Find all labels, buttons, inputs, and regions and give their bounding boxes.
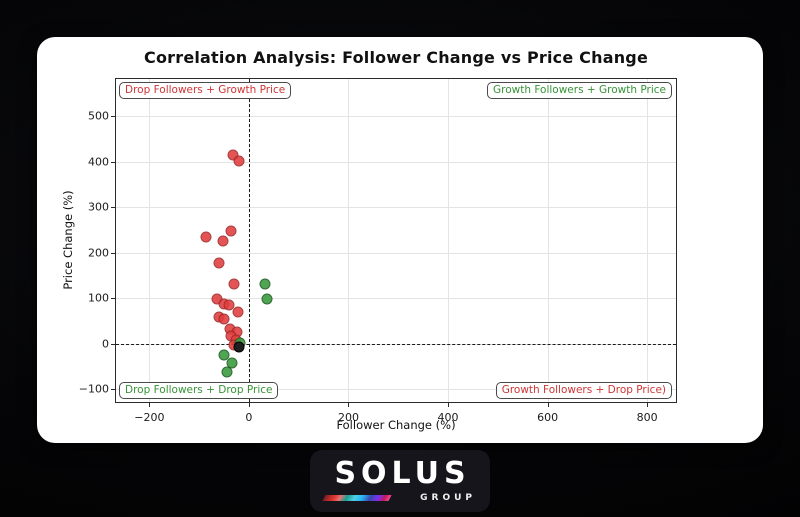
scatter-point <box>232 306 244 318</box>
gridline <box>116 298 676 300</box>
y-tick-label: −100 <box>78 382 109 396</box>
y-tick <box>111 389 115 391</box>
scatter-point <box>218 313 230 325</box>
gridline <box>116 115 676 117</box>
x-tick-label: 400 <box>437 411 459 424</box>
scatter-point <box>217 235 229 247</box>
logo: SOLUS GROUP <box>310 450 490 512</box>
y-tick <box>111 252 115 254</box>
y-tick-label: 400 <box>88 155 109 168</box>
chart-card: Correlation Analysis: Follower Change vs… <box>37 37 763 443</box>
quadrant-label-bottom-left: Drop Followers + Drop Price <box>119 382 279 399</box>
x-tick-label: 800 <box>636 411 658 424</box>
x-tick <box>448 403 450 407</box>
scatter-point <box>233 341 245 353</box>
y-tick <box>111 343 115 345</box>
y-axis-label: Price Change (%) <box>61 190 75 290</box>
logo-brand-text: SOLUS <box>334 456 471 491</box>
gridline <box>348 79 350 402</box>
gridline <box>647 79 649 402</box>
quadrant-label-top-right: Growth Followers + Growth Price <box>487 82 672 99</box>
x-tick-label: 200 <box>337 411 359 424</box>
gridline <box>116 161 676 163</box>
zero-y-refline <box>116 343 676 345</box>
gridline <box>116 389 676 391</box>
y-tick-label: 0 <box>102 337 109 351</box>
scatter-point <box>200 231 212 243</box>
gridline <box>149 79 151 402</box>
zero-x-refline <box>248 79 250 402</box>
chart-title: Correlation Analysis: Follower Change vs… <box>144 48 648 67</box>
y-tick <box>111 207 115 209</box>
scatter-point <box>225 225 237 237</box>
y-tick-label: 300 <box>88 200 109 214</box>
gridline <box>448 79 450 402</box>
scatter-point <box>213 257 225 269</box>
x-tick <box>647 403 649 407</box>
x-axis-label: Follower Change (%) <box>336 418 456 432</box>
scatter-point <box>228 278 240 290</box>
logo-group-text: GROUP <box>420 493 476 503</box>
gridline <box>116 207 676 209</box>
quadrant-label-bottom-right: Growth Followers + Drop Price) <box>495 382 672 399</box>
x-tick <box>248 403 250 407</box>
y-tick <box>111 298 115 300</box>
gridline <box>116 252 676 254</box>
x-tick <box>348 403 350 407</box>
scatter-point <box>259 278 271 290</box>
x-tick <box>149 403 151 407</box>
x-tick-label: 600 <box>537 411 559 424</box>
y-tick-label: 100 <box>88 291 109 305</box>
logo-panel <box>310 450 490 512</box>
x-tick-label: −200 <box>134 411 165 424</box>
y-tick-label: 500 <box>88 109 109 123</box>
scatter-point <box>233 155 245 167</box>
scatter-point <box>221 366 232 378</box>
y-tick-label: 200 <box>88 246 109 260</box>
scatter-point <box>226 357 238 369</box>
gridline <box>547 79 549 402</box>
plot-area: Drop Followers + Growth Price Growth Fol… <box>79 78 677 424</box>
scatter-point <box>261 293 273 305</box>
logo-ribbon-icon <box>322 495 392 501</box>
y-tick <box>111 161 115 163</box>
y-tick <box>111 115 115 117</box>
x-tick <box>547 403 549 407</box>
quadrant-label-top-left: Drop Followers + Growth Price <box>119 82 292 99</box>
scatter-point <box>223 299 235 311</box>
scatter-point <box>218 349 230 361</box>
x-tick-label: 0 <box>245 411 253 424</box>
